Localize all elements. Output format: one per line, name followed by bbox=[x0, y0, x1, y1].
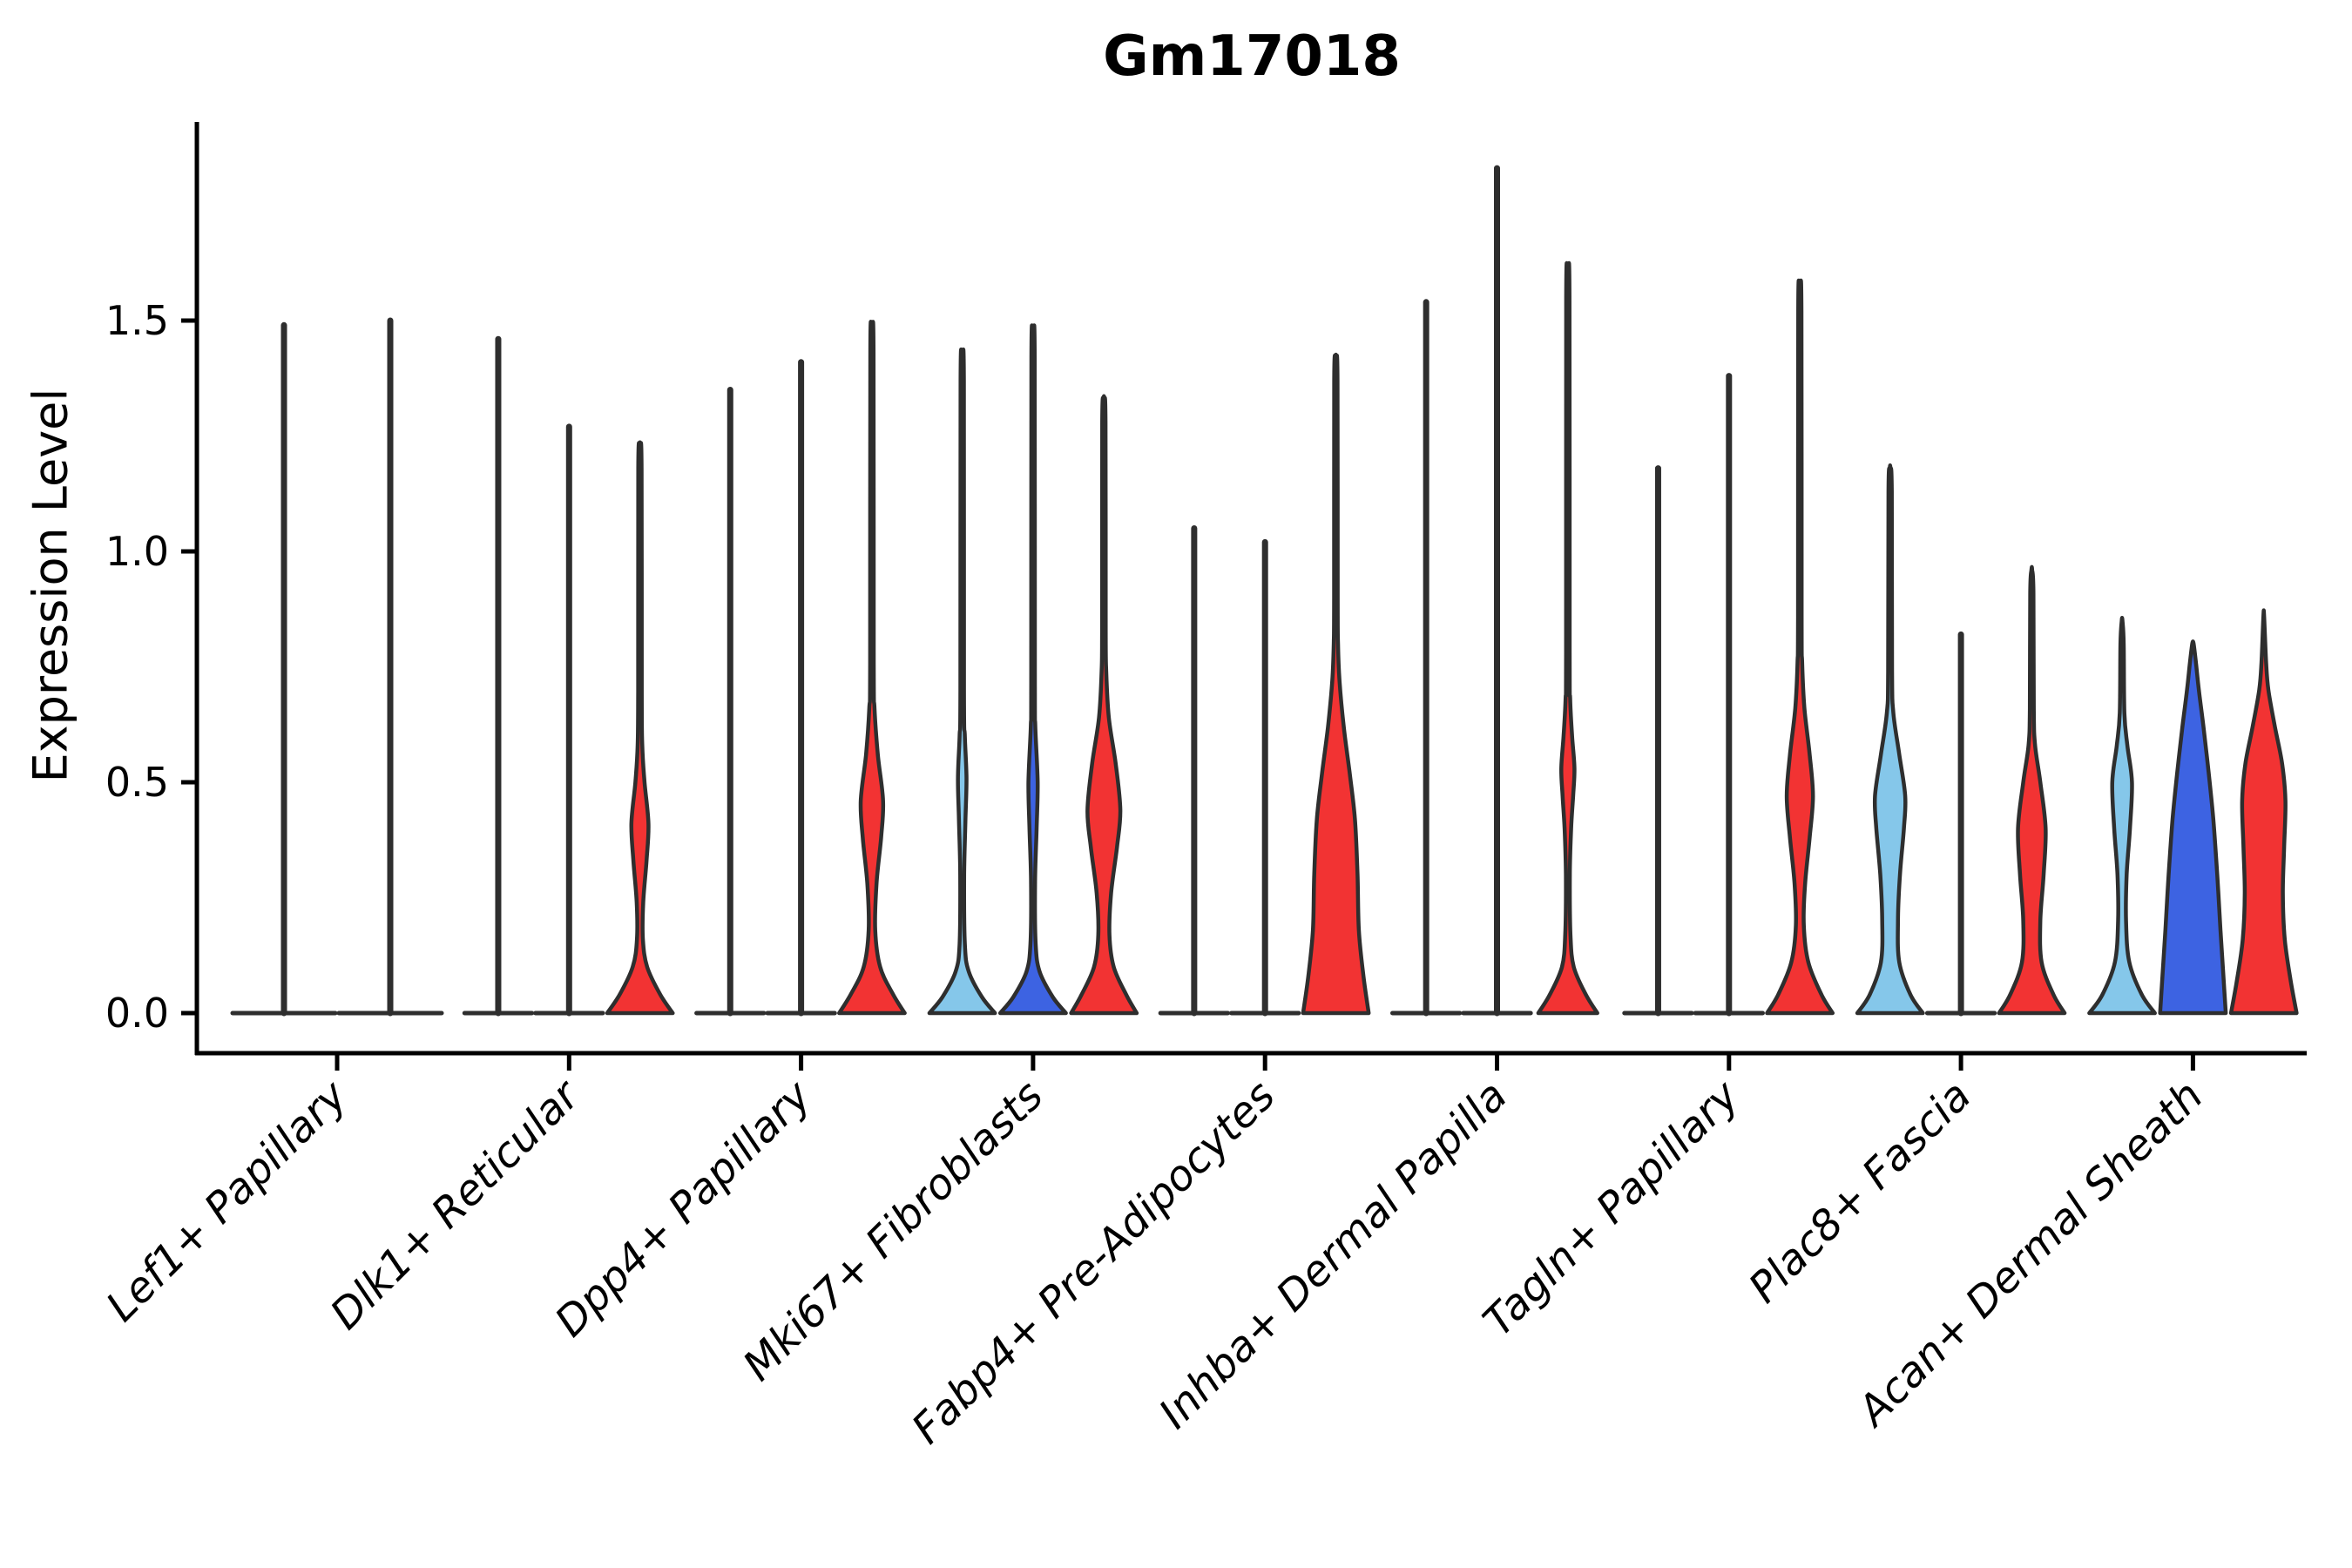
violin-plac8-fascia-light_blue bbox=[1855, 463, 1925, 1016]
violin-acan-dermal-sheath-red bbox=[2228, 608, 2299, 1016]
violin-mki67-fibroblasts-red bbox=[1069, 394, 1139, 1016]
x-tick-label: Plac8+ Fascia bbox=[1740, 1071, 1981, 1313]
y-tick-label: 1.0 bbox=[105, 528, 169, 575]
x-tick-label: Dpp4+ Papillary bbox=[545, 1071, 821, 1346]
x-tick-label: Dlk1+ Reticular bbox=[321, 1070, 591, 1340]
violin-tagln-papillary-red bbox=[1765, 278, 1835, 1016]
violin-mki67-fibroblasts-dark_blue bbox=[997, 323, 1068, 1016]
violin-plac8-fascia-red bbox=[1997, 564, 2067, 1016]
violin-acan-dermal-sheath-light_blue bbox=[2087, 615, 2157, 1016]
y-tick-label: 0.5 bbox=[105, 759, 169, 806]
violin-fabp4-pre-adipocytes-red bbox=[1301, 352, 1371, 1016]
violin-inhba-dermal-papilla-red bbox=[1536, 260, 1599, 1016]
violin-dlk1-reticular-red bbox=[605, 440, 675, 1016]
violin-mki67-fibroblasts-light_blue bbox=[927, 347, 997, 1016]
y-tick-label: 0.0 bbox=[105, 990, 169, 1037]
plot-title: Gm17018 bbox=[1103, 24, 1401, 89]
x-tick-label: Tagln+ Papillary bbox=[1474, 1071, 1749, 1346]
x-tick-label: Lef1+ Papillary bbox=[97, 1071, 357, 1331]
y-tick-label: 1.5 bbox=[105, 297, 169, 344]
violin-dpp4-papillary-red bbox=[837, 320, 907, 1016]
violin-acan-dermal-sheath-dark_blue bbox=[2158, 639, 2228, 1016]
